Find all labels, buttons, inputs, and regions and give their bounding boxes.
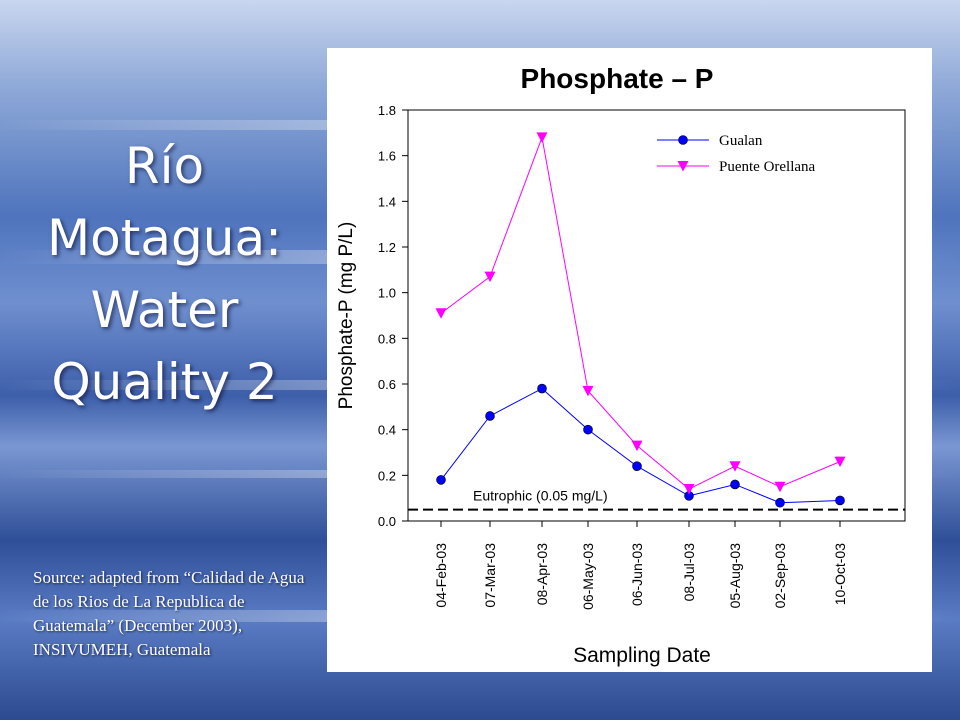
slide-title-line: Motagua:	[47, 209, 282, 267]
data-point-puente-orellana	[435, 308, 447, 319]
y-tick-label: 0.8	[378, 331, 396, 346]
x-tick-label: 04-Feb-03	[433, 543, 449, 608]
y-tick-label: 1.4	[378, 194, 396, 209]
data-point-puente-orellana	[774, 481, 786, 493]
chart-title: Phosphate – P	[521, 63, 714, 94]
source-citation: Source: adapted from “Calidad de Agua de…	[33, 568, 305, 659]
x-tick-label: 06-Jun-03	[629, 543, 645, 606]
x-tick-label: 07-Mar-03	[482, 543, 498, 608]
data-point-puente-orellana	[484, 271, 496, 283]
x-axis-label: Sampling Date	[573, 644, 711, 667]
y-tick-label: 1.6	[378, 149, 396, 164]
plot-frame	[407, 109, 906, 522]
y-tick-label: 0.0	[378, 514, 396, 529]
data-point-gualan	[537, 383, 547, 394]
data-point-gualan	[485, 411, 495, 421]
data-point-puente-orellana	[834, 456, 846, 468]
data-point-gualan	[835, 495, 845, 506]
y-tick-label: 0.6	[378, 377, 396, 392]
data-point-gualan	[632, 461, 642, 472]
data-point-puente-orellana	[582, 385, 594, 397]
data-point-gualan	[775, 497, 785, 508]
data-point-puente-orellana	[683, 484, 695, 495]
slide-title: Río Motagua: Water Quality 2	[22, 130, 307, 418]
y-tick-label: 1.2	[378, 240, 396, 255]
x-tick-label: 06-May-03	[580, 543, 596, 610]
y-tick-label: 0.2	[378, 468, 396, 483]
x-tick-label: 05-Aug-03	[727, 543, 743, 609]
data-point-puente-orellana	[729, 461, 741, 472]
phosphate-chart: Phosphate – P 0.0 0.2 0.4 0.6 0.8 1.0 1.2 1.4 1.6…	[336, 63, 906, 667]
legend-label: Puente Orellana	[719, 159, 816, 175]
y-axis-label: Phosphate-P (mg P/L)	[336, 222, 357, 410]
data-point-gualan	[730, 479, 740, 490]
x-tick-label: 08-Apr-03	[534, 543, 550, 605]
legend-marker	[677, 161, 689, 172]
x-tick-label: 08-Jul-03	[681, 543, 697, 602]
slide-title-line: Quality 2	[51, 353, 278, 411]
chart-panel: Phosphate – P 0.0 0.2 0.4 0.6 0.8 1.0 1.2 1.4 1.6…	[327, 48, 932, 672]
y-tick-label: 1.8	[378, 103, 396, 118]
data-point-puente-orellana	[631, 440, 643, 452]
slide-title-line: Río	[124, 137, 205, 195]
x-tick-label: 02-Sep-03	[772, 543, 788, 609]
data-point-puente-orellana	[536, 132, 548, 143]
legend-label: Gualan	[719, 133, 763, 149]
eutrophic-label: Eutrophic (0.05 mg/L)	[473, 488, 608, 504]
y-tick-label: 0.4	[378, 423, 396, 438]
data-point-gualan	[583, 424, 593, 435]
data-point-gualan	[436, 475, 446, 485]
slide-title-line: Water	[90, 281, 239, 339]
legend-marker	[678, 135, 688, 145]
x-tick-label: 10-Oct-03	[832, 543, 848, 605]
y-tick-label: 1.0	[378, 286, 396, 301]
series-line	[440, 135, 841, 490]
